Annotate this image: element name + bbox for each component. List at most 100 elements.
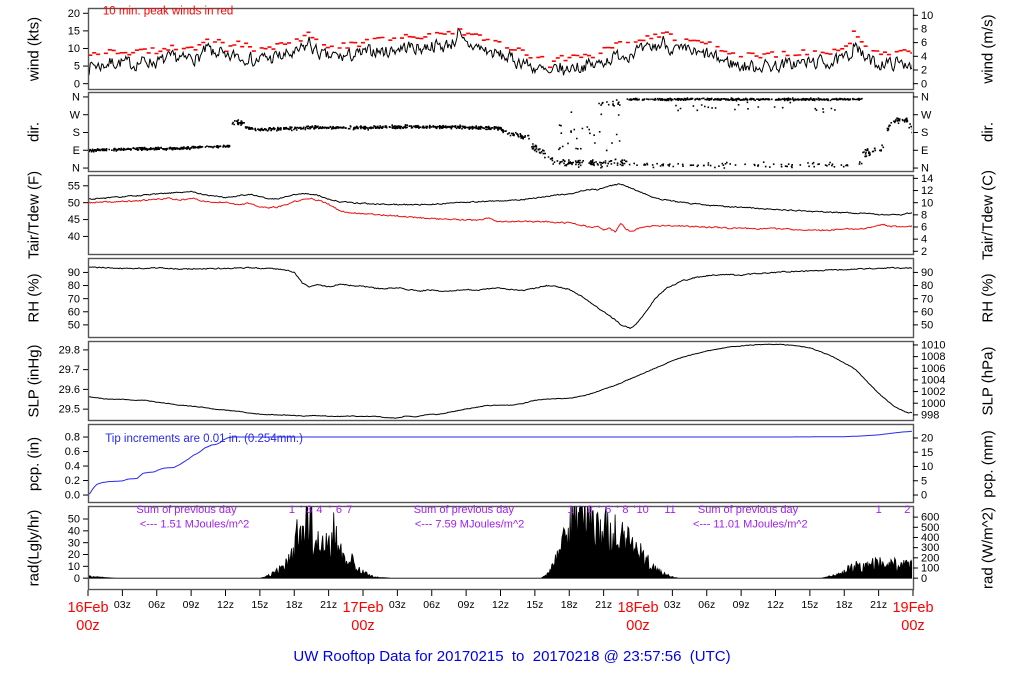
svg-text:8: 8 [921,24,927,36]
svg-text:20: 20 [921,433,933,445]
svg-text:1004: 1004 [921,375,945,387]
annotation: 7 [346,504,352,516]
annotation: ' [579,504,581,516]
annotation: ' [329,504,331,516]
svg-text:14: 14 [921,173,933,185]
hour-label: 21z [320,599,337,611]
svg-text:60: 60 [921,306,933,318]
svg-text:S: S [73,127,80,139]
x-axis: 16Feb 00z 17Feb 00z 18Feb 00z 19Feb 00z 03z 06z 09… [67,590,934,634]
annotation: 11 [664,504,675,516]
svg-text:30: 30 [68,537,80,549]
annotation: ' [300,504,302,516]
axis-label-pcp-in: pcp. (in) [25,436,43,491]
svg-text:300: 300 [921,542,939,554]
axis-label-pcp-mm: pcp. (mm) [979,429,997,498]
hour-label: 09z [458,599,475,611]
svg-text:50: 50 [921,319,933,331]
svg-text:15: 15 [921,447,933,459]
svg-text:10: 10 [68,43,80,55]
axis-label-rad-wm2: rad (W/m^2) [979,506,997,590]
hour-label: 03z [664,599,681,611]
day-label: 16Feb [67,600,108,616]
svg-text:0.6: 0.6 [65,446,80,458]
svg-text:00z: 00z [76,618,99,634]
annotation: Sum of previous day [136,504,237,516]
svg-text:2: 2 [921,65,927,77]
svg-text:W: W [921,109,932,121]
svg-text:0: 0 [921,490,927,502]
hour-label: 09z [183,599,200,611]
panel-slp: 29.5 29.6 29.7 29.8 998100010021004100610081… [59,340,946,422]
svg-text:8: 8 [921,209,927,221]
svg-text:5: 5 [921,475,927,487]
svg-text:N: N [921,163,929,175]
svg-text:15: 15 [68,25,80,37]
svg-text:29.5: 29.5 [59,404,80,416]
svg-text:400: 400 [921,532,939,544]
annotation: <--- 1.51 MJoules/m^2 [140,518,249,530]
axis-label-rh-right: RH (%) [979,273,997,323]
svg-text:00z: 00z [901,618,924,634]
svg-text:998: 998 [921,409,939,421]
svg-text:10: 10 [921,197,933,209]
svg-text:20: 20 [68,549,80,561]
axis-label-wind-ms: wind (m/s) [979,14,997,84]
annotation: Tip increments are 0.01 in. (0.254mm.) [105,433,303,445]
svg-text:500: 500 [921,522,939,534]
svg-text:2: 2 [921,246,927,258]
svg-text:1010: 1010 [921,340,945,352]
hour-label: 18z [836,599,853,611]
annotation: 1 [289,504,295,516]
axis-label-wind-kts: wind (kts) [25,16,43,82]
svg-text:200: 200 [921,552,939,564]
svg-text:80: 80 [68,280,80,292]
svg-text:55: 55 [68,180,80,192]
svg-text:45: 45 [68,214,80,226]
svg-text:0.8: 0.8 [65,432,80,444]
svg-text:6: 6 [921,37,927,49]
svg-text:10: 10 [68,561,80,573]
svg-text:N: N [72,163,80,175]
svg-text:12: 12 [921,185,933,197]
svg-text:00z: 00z [626,618,649,634]
hour-label: 21z [870,599,887,611]
svg-text:50: 50 [68,319,80,331]
annotation: 1 [567,504,573,516]
svg-text:4: 4 [921,234,927,246]
hour-label: 06z [423,599,440,611]
svg-text:N: N [921,92,929,104]
annotation: 6 [605,504,611,516]
svg-text:0: 0 [921,573,927,585]
annotation: 10 [636,504,648,516]
axis-label-tair-tdew-f: Tair/Tdew (F) [25,170,43,260]
svg-text:W: W [70,109,81,121]
svg-text:S: S [921,127,928,139]
svg-text:E: E [921,145,928,157]
svg-text:60: 60 [68,306,80,318]
hour-label: 06z [148,599,165,611]
svg-text:N: N [72,92,80,104]
svg-text:10: 10 [921,461,933,473]
annotation: ' [634,504,636,516]
axis-label-slp-hpa: SLP (hPa) [979,346,997,416]
day-label: 18Feb [617,600,658,616]
hour-label: 15z [251,599,268,611]
svg-text:0: 0 [921,78,927,90]
svg-text:29.7: 29.7 [59,364,80,376]
svg-text:0: 0 [74,573,80,585]
svg-text:80: 80 [921,280,933,292]
hour-label: 12z [492,599,509,611]
hour-label: 12z [767,599,784,611]
svg-text:70: 70 [921,293,933,305]
annotation: 2 [904,504,910,516]
axis-label-rh-left: RH (%) [25,273,43,323]
annotation: 3 [587,504,593,516]
hour-label: 12z [217,599,234,611]
hour-label: 15z [526,599,543,611]
annotation: 3 [306,504,312,516]
day-label: 19Feb [892,600,933,616]
